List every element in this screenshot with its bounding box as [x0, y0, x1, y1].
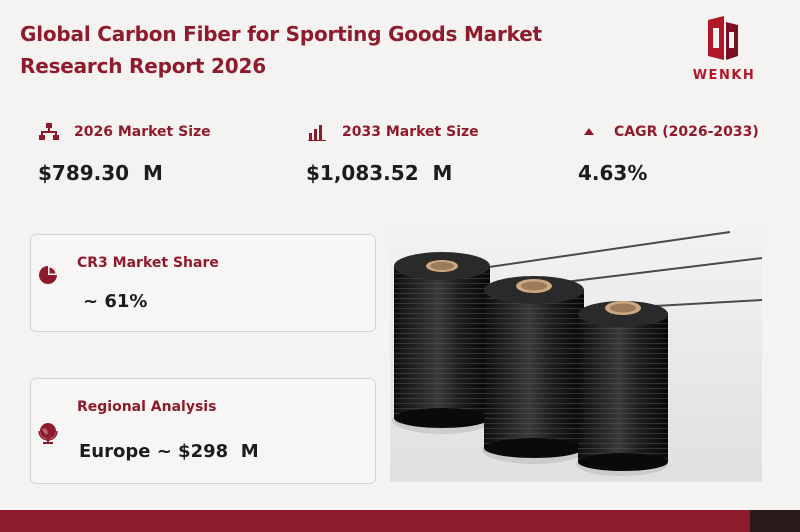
globe-icon — [37, 421, 61, 445]
stat-2026-market-size: 2026 Market Size $789.30 M — [38, 122, 211, 185]
logo-mark-icon — [708, 16, 738, 60]
card-label: Regional Analysis — [77, 399, 217, 415]
stat-2033-market-size: 2033 Market Size $1,083.52 M — [306, 122, 479, 185]
stat-value: $1,083.52 M — [306, 161, 453, 185]
carbon-fiber-spools-image — [390, 230, 762, 482]
stat-label: 2026 Market Size — [74, 124, 211, 140]
brand-logo: WENKH — [676, 16, 772, 88]
logo-text: WENKH — [692, 68, 756, 83]
footer-bar — [0, 510, 800, 532]
network-icon — [38, 122, 60, 142]
report-title-line-2: Research Report 2026 — [20, 54, 266, 78]
stat-value: 4.63% — [578, 161, 648, 185]
card-value: ~ 61% — [83, 291, 148, 312]
footer-bar-accent — [750, 510, 800, 532]
stat-label: 2033 Market Size — [342, 124, 479, 140]
stat-cagr: CAGR (2026-2033) 4.63% — [578, 122, 759, 185]
stat-value: $789.30 M — [38, 161, 163, 185]
stat-label: CAGR (2026-2033) — [614, 124, 759, 140]
pie-chart-icon — [38, 265, 62, 289]
cr3-market-share-card: CR3 Market Share ~ 61% — [30, 234, 376, 332]
bar-chart-icon — [306, 122, 328, 142]
report-title: Global Carbon Fiber for Sporting Goods M… — [20, 18, 620, 82]
triangle-up-icon — [578, 122, 600, 142]
card-label: CR3 Market Share — [77, 255, 219, 271]
report-title-line-1: Global Carbon Fiber for Sporting Goods M… — [20, 22, 542, 46]
regional-analysis-card: Regional Analysis Europe ~ $298 M — [30, 378, 376, 484]
card-value: Europe ~ $298 M — [79, 441, 259, 462]
